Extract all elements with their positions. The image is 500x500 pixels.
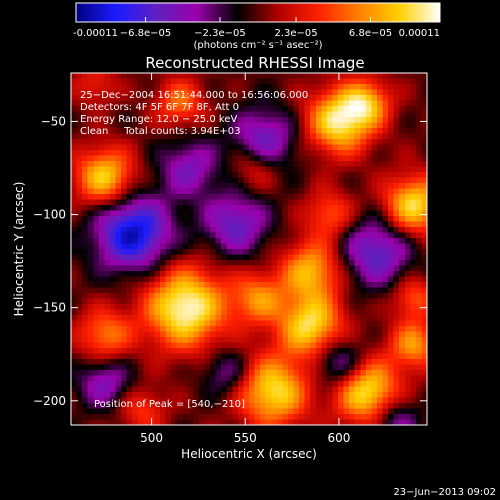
x-axis-label: Heliocentric X (arcsec) xyxy=(181,447,317,461)
y-tick-label: −200 xyxy=(33,394,66,408)
y-tick-label: −150 xyxy=(33,301,66,315)
info-line-clean: Clean Total counts: 3.94E+03 xyxy=(80,126,240,137)
info-block: 25−Dec−2004 16:51:44.000 to 16:56:06.000… xyxy=(80,90,308,137)
y-tick-label: −100 xyxy=(33,208,66,222)
x-tick-label: 600 xyxy=(327,431,350,445)
colorbar-tick-label: 0.00011 xyxy=(399,28,440,39)
colorbar-ticks: -0.00011 −6.8e−05 −2.3e−05 2.3e−05 6.8e−05 0.… xyxy=(73,17,441,39)
x-tick-label: 550 xyxy=(234,431,257,445)
x-tick-label: 500 xyxy=(140,431,163,445)
y-tick-label: −50 xyxy=(41,114,66,128)
peak-position-label: Position of Peak = [540,−210] xyxy=(94,399,245,410)
plot-frame xyxy=(70,72,428,426)
colorbar-tick-label: −2.3e−05 xyxy=(194,28,246,39)
chart-title: Reconstructed RHESSI Image xyxy=(145,54,364,72)
heatmap-image xyxy=(71,73,427,425)
colorbar-gradient xyxy=(75,2,441,23)
colorbar-tick-label: 2.3e−05 xyxy=(274,28,317,39)
info-line-detectors: Detectors: 4F 5F 6F 7F 8F, Att 0 xyxy=(80,102,239,113)
plot-area: 500 550 600 −50 −100 −150 −200 xyxy=(33,72,428,445)
colorbar: -0.00011 −6.8e−05 −2.3e−05 2.3e−05 6.8e−05 0.… xyxy=(73,2,441,51)
colorbar-tick-label: -0.00011 xyxy=(73,28,118,39)
info-line-time: 25−Dec−2004 16:51:44.000 to 16:56:06.000 xyxy=(80,90,308,101)
colorbar-tick-label: 6.8e−05 xyxy=(349,28,392,39)
y-axis-label: Heliocentric Y (arcsec) xyxy=(12,182,26,317)
colorbar-unit-label: (photons cm⁻² s⁻¹ asec⁻²) xyxy=(193,40,322,51)
colorbar-tick-label: −6.8e−05 xyxy=(120,28,172,39)
x-ticks: 500 550 600 xyxy=(140,73,350,445)
y-ticks: −50 −100 −150 −200 xyxy=(33,114,427,408)
timestamp: 23−Jun−2013 09:02 xyxy=(393,487,496,498)
info-line-energy: Energy Range: 12.0 − 25.0 keV xyxy=(80,114,237,125)
